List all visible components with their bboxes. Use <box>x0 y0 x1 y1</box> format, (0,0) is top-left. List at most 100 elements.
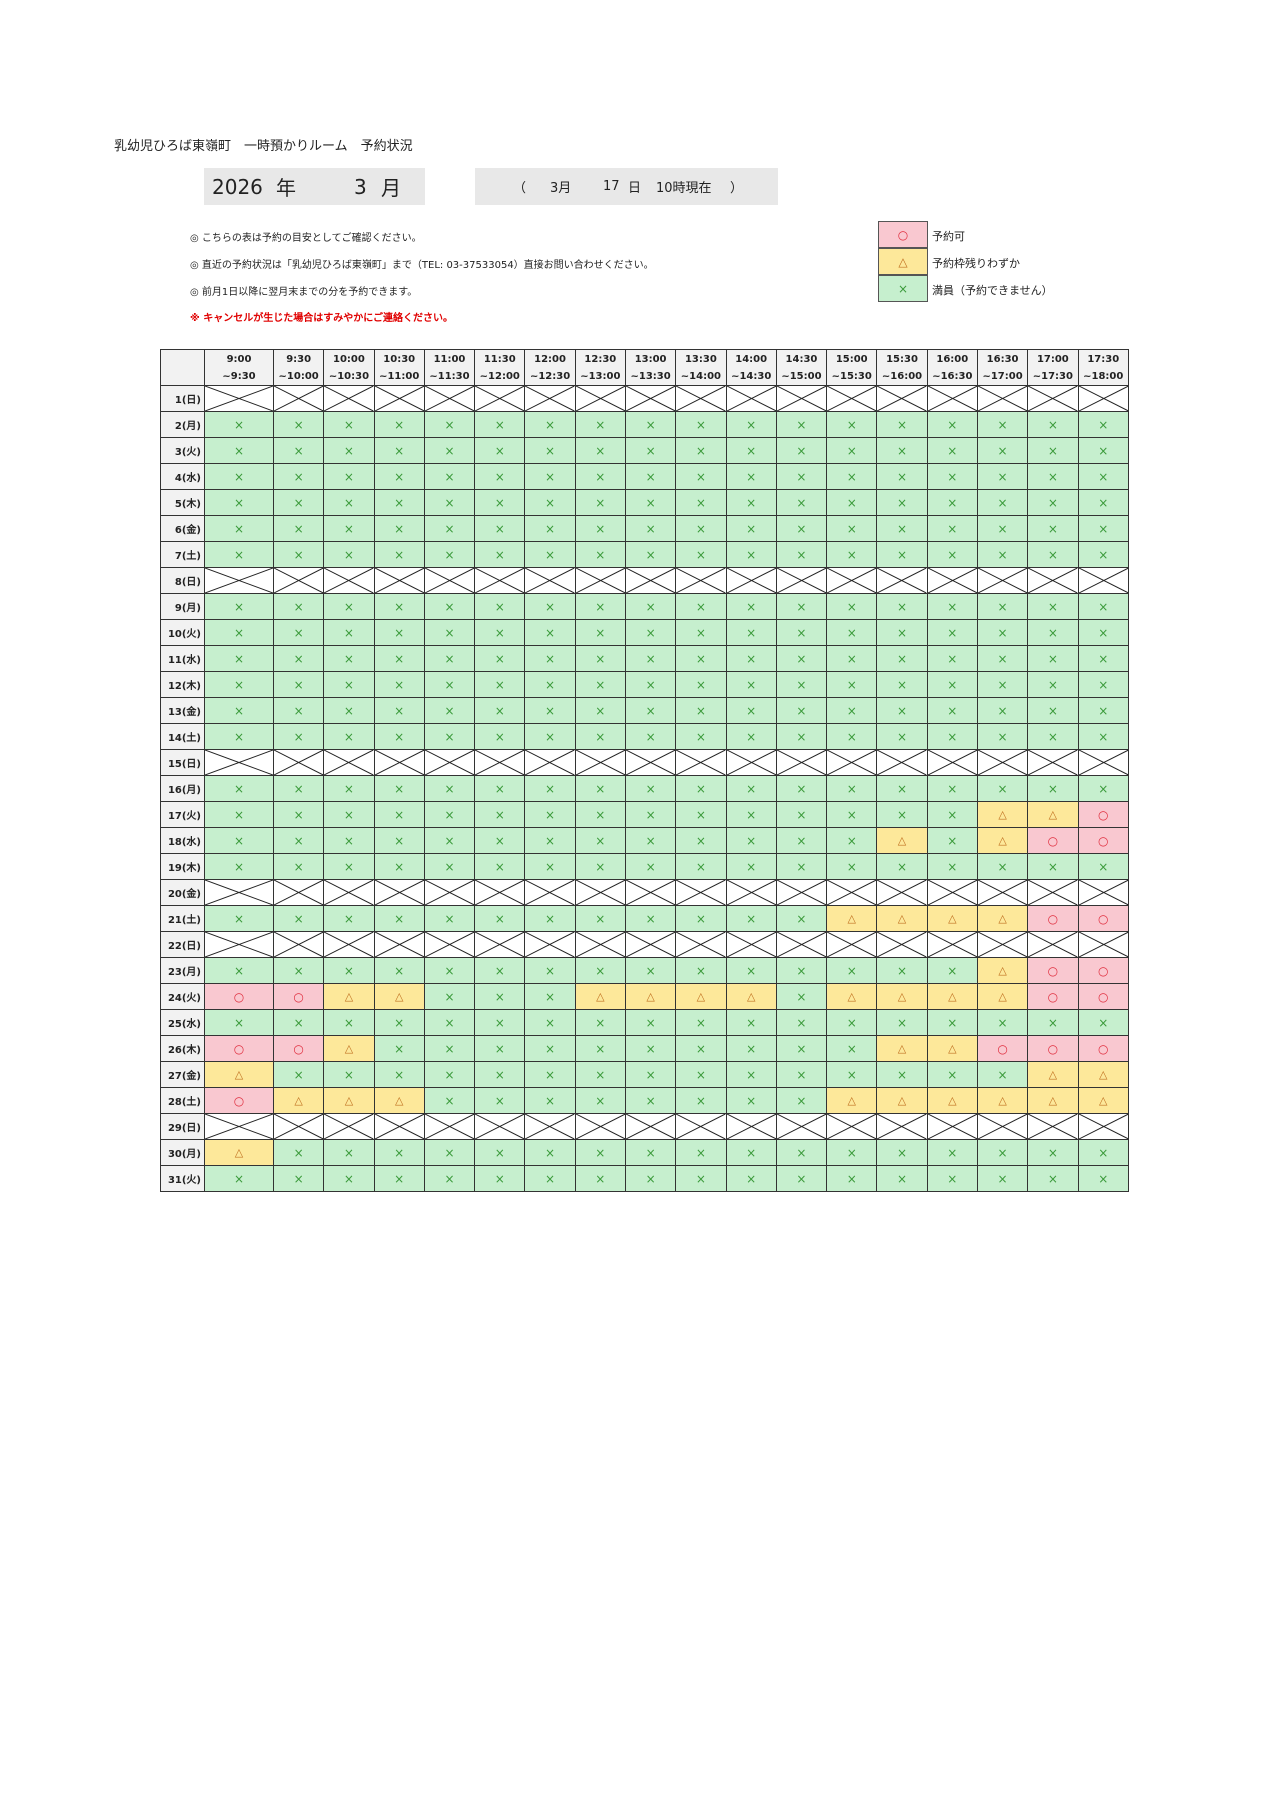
availability-cell: × <box>1077 697 1129 724</box>
availability-cell: × <box>323 515 375 542</box>
day-label: 7(土) <box>160 541 205 568</box>
availability-cell: × <box>524 437 576 464</box>
availability-cell: × <box>775 697 828 724</box>
availability-cell: × <box>624 411 677 438</box>
availability-cell: × <box>423 957 476 984</box>
availability-cell: × <box>574 827 626 854</box>
availability-cell: △ <box>926 1035 978 1062</box>
availability-cell: × <box>423 437 476 464</box>
availability-cell: △ <box>272 1087 325 1114</box>
availability-cell: × <box>204 801 274 828</box>
closed-cross-icon <box>525 750 574 775</box>
availability-cell: × <box>675 853 727 880</box>
availability-cell: × <box>675 775 727 802</box>
closed-cross-icon <box>928 386 977 411</box>
closed-cross-icon <box>626 568 675 593</box>
availability-cell: × <box>524 1061 576 1088</box>
availability-cell: × <box>373 801 425 828</box>
availability-cell: ○ <box>1027 1035 1079 1062</box>
availability-cell: × <box>323 541 375 568</box>
day-label: 15(日) <box>160 749 205 776</box>
availability-cell: × <box>775 983 828 1010</box>
closed-cross-icon <box>375 750 424 775</box>
availability-cell: △ <box>323 1087 375 1114</box>
closed-cell <box>624 879 677 906</box>
closed-cross-icon <box>827 1114 876 1139</box>
closed-cell <box>373 385 425 412</box>
availability-cell: × <box>423 1165 476 1192</box>
as-of-time: 10時現在 <box>656 181 712 196</box>
closed-cross-icon <box>877 568 926 593</box>
availability-cell: × <box>474 905 526 932</box>
slot-start: 11:00 <box>433 353 466 365</box>
availability-cell: × <box>926 411 978 438</box>
availability-cell: × <box>675 1035 727 1062</box>
closed-cell <box>725 385 777 412</box>
availability-cell: × <box>474 957 526 984</box>
closed-cell <box>323 385 375 412</box>
closed-cross-icon <box>727 932 776 957</box>
availability-cell: × <box>675 1009 727 1036</box>
availability-cell: × <box>725 463 777 490</box>
availability-cell: ○ <box>1077 1035 1129 1062</box>
availability-cell: △ <box>876 827 928 854</box>
closed-cross-icon <box>827 386 876 411</box>
day-label: 16(月) <box>160 775 205 802</box>
closed-cell <box>876 385 928 412</box>
closed-cell <box>1027 749 1079 776</box>
availability-cell: × <box>373 853 425 880</box>
time-slot-header: 13:30 ~14:00 <box>675 349 727 386</box>
availability-cell: × <box>423 645 476 672</box>
closed-cross-icon <box>827 932 876 957</box>
availability-cell: × <box>775 515 828 542</box>
availability-cell: × <box>675 801 727 828</box>
availability-cell: × <box>373 593 425 620</box>
availability-cell: ○ <box>204 1087 274 1114</box>
availability-cell: × <box>373 515 425 542</box>
availability-cell: × <box>1077 411 1129 438</box>
slot-end: ~12:30 <box>529 370 571 382</box>
availability-cell: × <box>524 1009 576 1036</box>
availability-cell: × <box>474 619 526 646</box>
closed-cell <box>826 879 878 906</box>
availability-cell: × <box>775 853 828 880</box>
availability-cell: × <box>373 645 425 672</box>
availability-cell: × <box>373 411 425 438</box>
availability-cell: × <box>1077 593 1129 620</box>
availability-cell: × <box>775 1139 828 1166</box>
availability-cell: × <box>826 489 878 516</box>
closed-cross-icon <box>877 1114 926 1139</box>
closed-cross-icon <box>626 1114 675 1139</box>
availability-cell: × <box>373 723 425 750</box>
closed-cell <box>323 749 375 776</box>
closed-cell <box>725 931 777 958</box>
closed-cross-icon <box>525 932 574 957</box>
availability-cell: × <box>725 723 777 750</box>
day-label: 1(日) <box>160 385 205 412</box>
closed-cross-icon <box>1028 1114 1077 1139</box>
closed-cell <box>624 931 677 958</box>
day-label: 2(月) <box>160 411 205 438</box>
day-label: 30(月) <box>160 1139 205 1166</box>
closed-cross-icon <box>626 386 675 411</box>
closed-cross-icon <box>626 880 675 905</box>
availability-cell: × <box>876 1009 928 1036</box>
availability-cell: × <box>1027 1165 1079 1192</box>
availability-cell: △ <box>373 1087 425 1114</box>
slot-start: 14:30 <box>785 353 818 365</box>
closed-cell <box>423 385 476 412</box>
availability-cell: △ <box>826 905 878 932</box>
availability-cell: × <box>373 697 425 724</box>
availability-cell: × <box>474 671 526 698</box>
availability-cell: × <box>574 905 626 932</box>
month-value: 3 <box>354 174 367 199</box>
availability-cell: × <box>1027 853 1079 880</box>
availability-cell: × <box>272 515 325 542</box>
closed-cell <box>373 1113 425 1140</box>
closed-cell <box>675 567 727 594</box>
day-row: 5(木) × × × × × × × × × × × × × × × × × × <box>160 489 1129 516</box>
closed-cross-icon <box>978 1114 1027 1139</box>
closed-cross-icon <box>205 386 273 411</box>
availability-cell: × <box>926 541 978 568</box>
closed-cell <box>423 749 476 776</box>
